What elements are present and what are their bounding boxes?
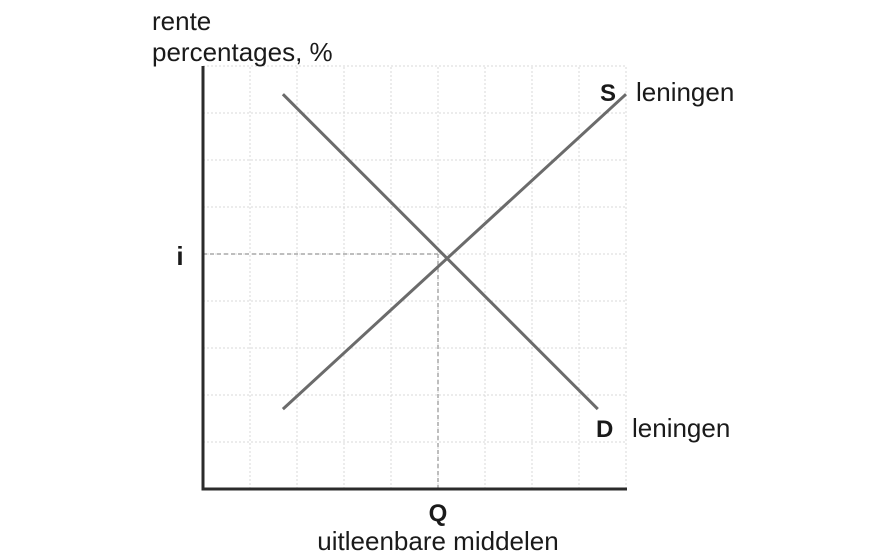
demand-letter: D — [596, 416, 613, 443]
grid — [203, 65, 627, 489]
equilibrium-y-label: i — [176, 241, 183, 271]
supply-curve — [281, 93, 628, 411]
demand-series-name: leningen — [632, 413, 730, 443]
y-axis-label-line-2: percentages, % — [152, 37, 333, 67]
series-lines — [281, 93, 628, 411]
supply-letter: S — [600, 80, 616, 107]
supply-series-name: leningen — [636, 77, 734, 107]
demand-curve — [281, 93, 599, 411]
equilibrium-x-label: Q — [429, 500, 448, 527]
axes — [201, 66, 627, 491]
equilibrium-guides — [203, 253, 439, 489]
y-axis-label-line-1: rente — [152, 6, 211, 36]
x-axis-label: uitleenbare middelen — [317, 526, 558, 556]
